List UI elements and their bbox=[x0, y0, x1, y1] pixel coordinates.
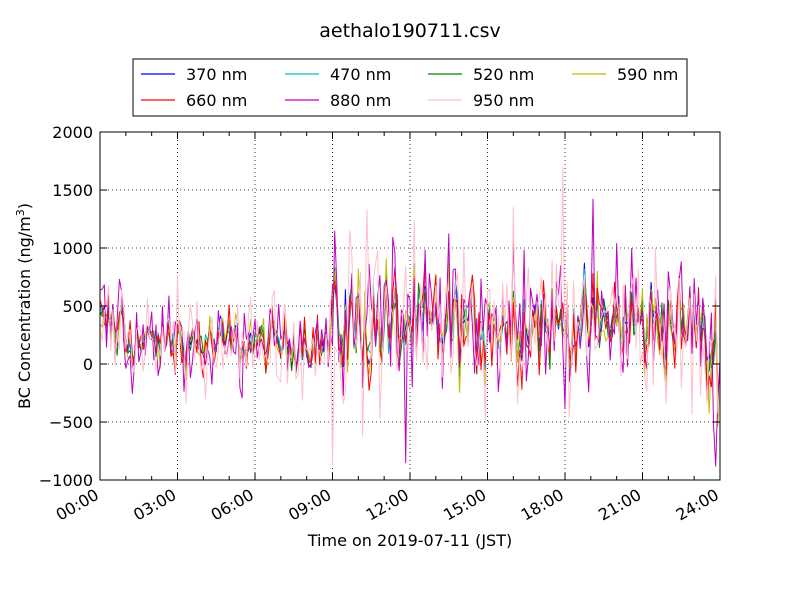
y-axis-label: BC Concentration (ng/m3) bbox=[14, 203, 35, 409]
chart-title: aethalo190711.csv bbox=[319, 20, 501, 42]
x-tick-label: 24:00 bbox=[673, 485, 722, 525]
legend-label: 590 nm bbox=[617, 65, 678, 84]
y-axis-label-superscript: 3 bbox=[14, 209, 27, 216]
series-lines bbox=[100, 166, 720, 467]
legend-label: 370 nm bbox=[186, 65, 247, 84]
legend-frame bbox=[132, 58, 688, 117]
legend-label: 880 nm bbox=[330, 91, 391, 110]
x-axis-label: Time on 2019-07-11 (JST) bbox=[307, 531, 512, 550]
y-axis-label-main: BC Concentration (ng/m bbox=[15, 216, 34, 409]
x-tick-label: 06:00 bbox=[208, 485, 257, 525]
y-tick-label: −1000 bbox=[39, 471, 93, 490]
x-tick-label: 09:00 bbox=[285, 485, 334, 525]
x-tick-label: 21:00 bbox=[595, 485, 644, 525]
y-tick-label: −500 bbox=[49, 413, 93, 432]
axis-ticks bbox=[99, 131, 721, 481]
legend-label: 950 nm bbox=[473, 91, 534, 110]
x-tick-label: 00:00 bbox=[53, 485, 102, 525]
legend-label: 660 nm bbox=[186, 91, 247, 110]
series-line-880-nm bbox=[100, 198, 720, 467]
legend-label: 520 nm bbox=[473, 65, 534, 84]
y-axis-label-close: ) bbox=[15, 203, 34, 209]
series-line-660-nm bbox=[100, 257, 720, 400]
chart-legend: 370 nm 470 nm 520 nm 590 nm 660 nm 880 nm 950 … bbox=[132, 58, 688, 117]
x-tick-labels: 00:00 03:00 06:00 09:00 12:00 15:00 18:00 21:00… bbox=[53, 485, 722, 525]
x-tick-label: 18:00 bbox=[518, 485, 567, 525]
y-tick-label: 2000 bbox=[52, 123, 93, 142]
y-tick-label: 1500 bbox=[52, 181, 93, 200]
y-tick-label: 1000 bbox=[52, 239, 93, 258]
x-tick-label: 15:00 bbox=[440, 485, 489, 525]
legend-label: 470 nm bbox=[330, 65, 391, 84]
x-tick-label: 12:00 bbox=[363, 485, 412, 525]
y-tick-labels: −1000 −500 0 500 1000 1500 2000 bbox=[39, 123, 93, 490]
series-line-950-nm bbox=[100, 166, 720, 466]
y-tick-label: 500 bbox=[62, 297, 93, 316]
x-tick-label: 03:00 bbox=[130, 485, 179, 525]
y-tick-label: 0 bbox=[83, 355, 93, 374]
